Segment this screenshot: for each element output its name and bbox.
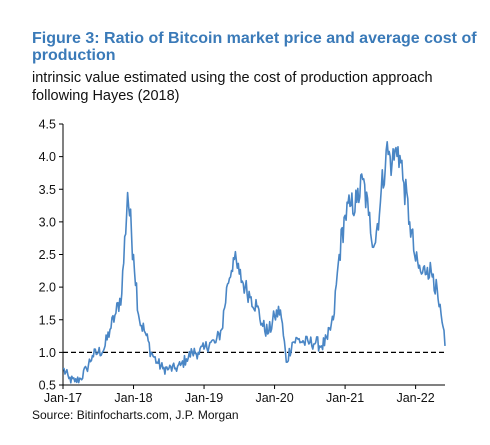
y-tick-label: 2.0 (39, 281, 56, 295)
y-tick-label: 4.0 (39, 150, 56, 164)
x-tick-label: Jan-21 (326, 391, 364, 405)
y-tick-label: 2.5 (39, 248, 56, 262)
y-tick-label: 3.0 (39, 215, 56, 229)
ratio-series-line (62, 141, 446, 384)
x-tick-label: Jan-18 (114, 391, 152, 405)
y-tick-label: 0.5 (39, 379, 56, 393)
y-tick-label: 4.5 (39, 118, 56, 132)
source-note: Source: Bitinfocharts.com, J.P. Morgan (32, 408, 239, 422)
x-tick-label: Jan-22 (396, 391, 434, 405)
y-tick-label: 1.5 (39, 313, 56, 327)
y-tick-label: 1.0 (39, 346, 56, 360)
x-tick-label: Jan-20 (255, 391, 293, 405)
x-tick-label: Jan-19 (185, 391, 223, 405)
x-tick-label: Jan-17 (44, 391, 82, 405)
y-tick-label: 3.5 (39, 183, 56, 197)
chart-title: Figure 3: Ratio of Bitcoin market price … (32, 30, 477, 64)
chart-subtitle: intrinsic value estimated using the cost… (32, 70, 433, 104)
